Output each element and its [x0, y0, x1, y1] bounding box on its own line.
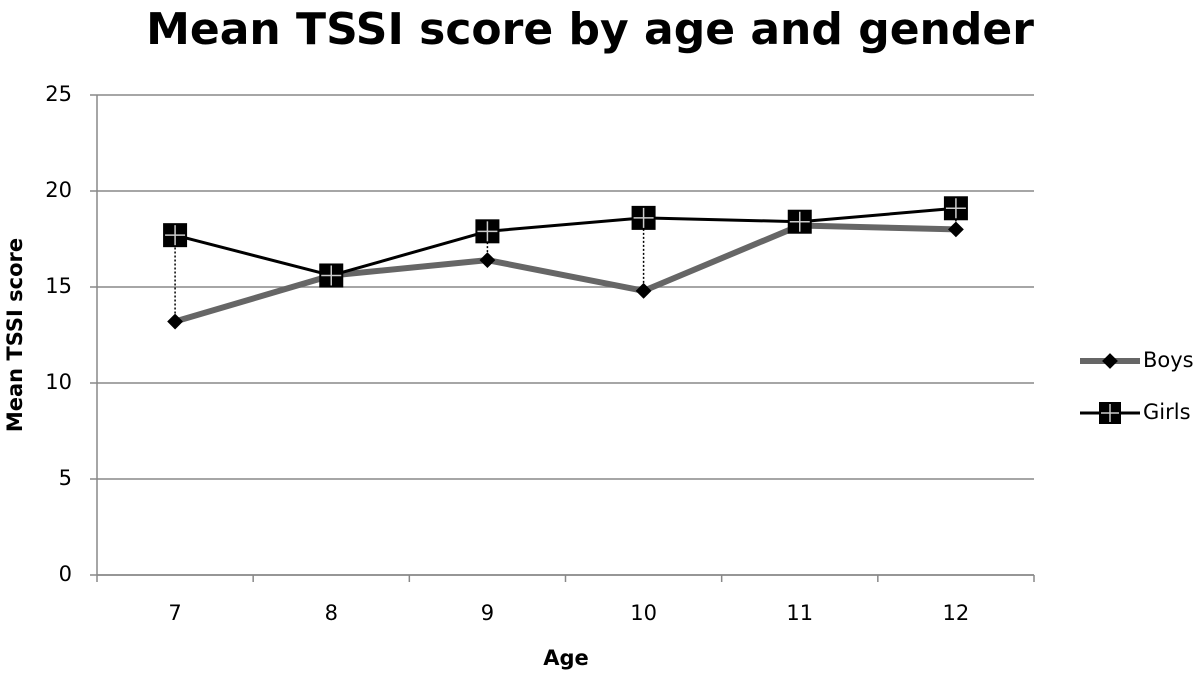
x-tick-label: 9	[481, 601, 494, 625]
y-tick-label: 25	[45, 82, 72, 106]
data-point	[635, 282, 652, 299]
x-tick-label: 11	[786, 601, 813, 625]
y-tick-label: 15	[45, 274, 72, 298]
data-point	[631, 205, 656, 230]
y-tick-label: 20	[45, 178, 72, 202]
data-point	[475, 219, 500, 244]
x-tick-label: 10	[630, 601, 657, 625]
legend-label: Boys	[1143, 348, 1194, 372]
x-tick-label: 8	[325, 601, 338, 625]
legend-label: Girls	[1143, 400, 1191, 424]
y-tick-label: 10	[45, 370, 72, 394]
data-point	[943, 196, 968, 221]
data-point	[167, 313, 183, 330]
legend-marker	[1099, 402, 1121, 424]
series-line	[174, 206, 957, 277]
data-point	[163, 223, 188, 248]
data-point	[948, 221, 964, 238]
data-point	[479, 252, 496, 269]
chart-title: Mean TSSI score by age and gender	[146, 4, 1034, 55]
x-tick-label: 12	[943, 601, 970, 625]
legend-marker	[1102, 353, 1118, 369]
x-axis-title: Age	[543, 646, 589, 670]
y-axis-title: Mean TSSI score	[3, 238, 27, 432]
series-line	[174, 222, 956, 325]
data-point	[787, 209, 812, 234]
data-point	[319, 263, 344, 288]
y-tick-label: 0	[59, 562, 72, 586]
x-tick-label: 7	[168, 601, 181, 625]
y-tick-label: 5	[59, 466, 72, 490]
